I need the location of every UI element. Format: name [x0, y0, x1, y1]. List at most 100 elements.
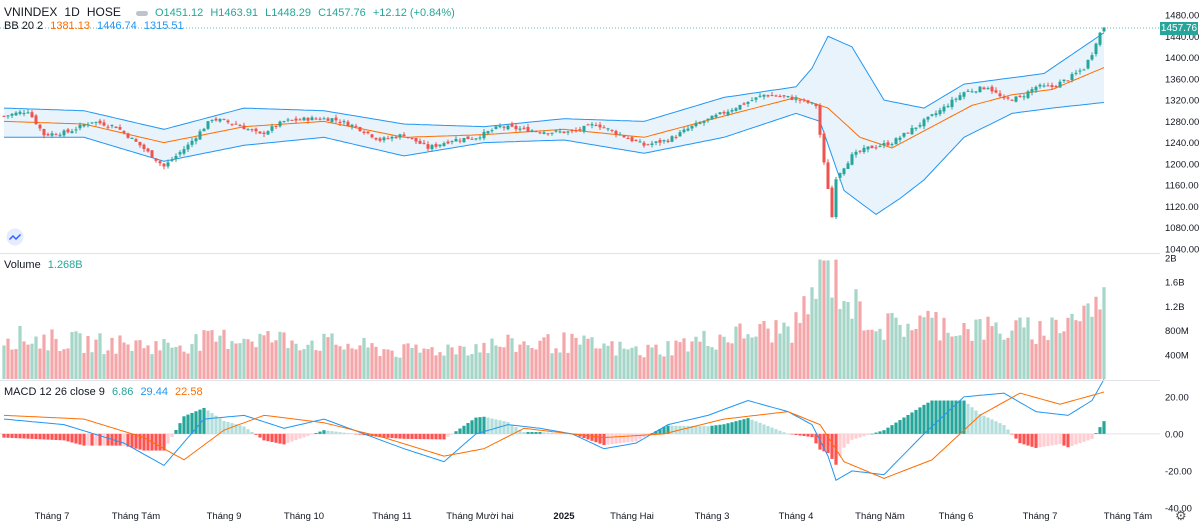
candle-body	[1034, 86, 1038, 91]
collapse-icon[interactable]	[135, 10, 148, 16]
macd-histogram-bar	[414, 433, 418, 440]
candle-body	[754, 97, 758, 100]
settings-gear-icon[interactable]: ⚙	[1175, 508, 1187, 523]
volume-bar	[990, 326, 994, 379]
volume-bar	[534, 349, 538, 379]
volume-bar	[110, 337, 114, 379]
macd-histogram-bar	[790, 433, 794, 435]
candle-body	[658, 140, 662, 143]
candle-body	[850, 154, 854, 165]
volume-bar	[830, 297, 834, 379]
macd-histogram-bar	[22, 433, 26, 439]
price-tick-label: 1480.00	[1165, 11, 1199, 22]
volume-bar	[58, 351, 62, 379]
macd-line-value: 29.44	[140, 386, 168, 398]
x-tick-label: Tháng 4	[779, 511, 814, 522]
volume-bar	[862, 330, 866, 379]
candle-body	[710, 115, 714, 120]
macd-histogram-bar	[58, 433, 62, 441]
interval[interactable]: 1D	[64, 5, 80, 19]
candle-body	[826, 162, 830, 189]
macd-histogram-bar	[430, 433, 434, 440]
tradingview-logo-icon[interactable]	[6, 228, 24, 246]
macd-histogram-bar	[786, 433, 790, 435]
volume-bar	[1074, 320, 1078, 379]
volume-bar	[462, 346, 466, 379]
volume-bar	[1094, 296, 1098, 379]
candle-body	[58, 134, 62, 136]
volume-bar	[766, 328, 770, 379]
candle-body	[66, 129, 70, 133]
bb-legend[interactable]: BB 20 2 1381.13 1446.74 1315.51	[4, 20, 188, 32]
volume-bar	[18, 325, 22, 379]
macd-histogram-bar	[10, 433, 14, 438]
candle-body	[442, 143, 446, 146]
volume-bar	[78, 333, 82, 379]
x-tick-label: Tháng 7	[35, 511, 70, 522]
macd-histogram-bar	[538, 432, 542, 434]
macd-histogram-bar	[838, 433, 842, 457]
volume-legend[interactable]: Volume 1.268B	[4, 259, 87, 271]
volume-bar	[838, 309, 842, 379]
pane-divider[interactable]	[0, 253, 1160, 254]
macd-histogram-bar	[358, 433, 362, 435]
volume-bar	[714, 349, 718, 379]
macd-histogram-bar	[50, 433, 54, 440]
volume-bar	[950, 336, 954, 379]
candle-body	[882, 143, 886, 146]
candle-body	[942, 106, 946, 112]
volume-bar	[598, 348, 602, 379]
macd-histogram-bar	[254, 433, 258, 435]
candle-body	[770, 95, 774, 97]
volume-bar	[554, 348, 558, 379]
macd-legend[interactable]: MACD 12 26 close 9 6.86 29.44 22.58	[4, 386, 207, 398]
volume-bar	[1002, 339, 1006, 379]
macd-histogram-bar	[938, 400, 942, 434]
candle-body	[426, 144, 430, 149]
candle-body	[906, 132, 910, 134]
candle-body	[6, 115, 10, 117]
pane-divider[interactable]	[0, 380, 1160, 381]
volume-bar	[746, 334, 750, 379]
volume-bar	[222, 329, 226, 379]
macd-histogram-bar	[6, 433, 10, 438]
candle-body	[322, 118, 326, 120]
symbol-name[interactable]: VNINDEX	[4, 5, 58, 19]
volume-bar	[294, 343, 298, 379]
volume-bar	[646, 344, 650, 379]
macd-histogram-bar	[878, 431, 882, 434]
volume-bar	[758, 323, 762, 379]
volume-bar	[162, 339, 166, 379]
volume-bar	[326, 337, 330, 379]
candle-body	[982, 87, 986, 90]
candle-body	[978, 86, 982, 93]
volume-bar	[450, 347, 454, 379]
volume-bar	[666, 341, 670, 379]
candle-body	[774, 95, 778, 97]
main-legend: VNINDEX 1D HOSE O1451.12 H1463.91 L1448.…	[4, 5, 459, 19]
volume-bar	[130, 350, 134, 379]
candle-body	[934, 113, 938, 116]
volume-bar	[966, 329, 970, 379]
macd-histogram-bar	[970, 407, 974, 434]
ohlc-close: C1457.76	[318, 7, 366, 19]
candle-body	[874, 147, 878, 149]
macd-histogram-bar	[326, 430, 330, 434]
candle-body	[538, 132, 542, 134]
candle-body	[98, 120, 102, 124]
volume-bar	[570, 333, 574, 379]
volume-bar	[122, 342, 126, 379]
volume-bar	[982, 339, 986, 379]
candle-body	[910, 127, 914, 135]
candle-body	[410, 137, 414, 139]
x-tick-label: Tháng Mười hai	[446, 511, 514, 522]
volume-bar	[354, 349, 358, 379]
exchange: HOSE	[86, 5, 121, 19]
candle-body	[990, 86, 994, 92]
candle-body	[890, 144, 894, 146]
macd-histogram-bar	[910, 412, 914, 434]
macd-histogram-bar	[482, 416, 486, 434]
macd-histogram-bar	[530, 432, 534, 434]
candle-body	[582, 125, 586, 132]
